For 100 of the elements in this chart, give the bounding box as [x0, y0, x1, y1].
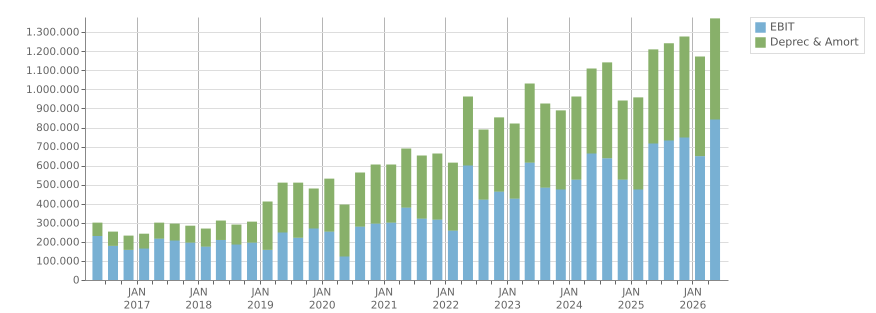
bar: [340, 256, 350, 280]
bar: [478, 129, 489, 200]
bar: [231, 224, 242, 245]
x-tick-label: JAN 2018: [185, 286, 212, 312]
bar: [370, 164, 381, 224]
bar: [185, 226, 196, 243]
bar: [200, 228, 211, 247]
legend-label: Deprec & Amort: [770, 36, 860, 48]
bar: [571, 180, 582, 280]
bar: [262, 250, 273, 280]
bar: [494, 117, 504, 192]
legend-label: EBIT: [770, 20, 795, 34]
bar: [386, 164, 396, 223]
bar: [386, 222, 396, 280]
bar: [401, 148, 412, 208]
bar: [556, 110, 566, 190]
y-tick-label: 600.000: [36, 160, 80, 172]
bar: [124, 236, 134, 250]
bar: [510, 124, 520, 199]
bar: [170, 224, 180, 241]
bar: [524, 84, 535, 163]
bar: [355, 226, 366, 280]
bar: [633, 189, 644, 280]
bar: [308, 188, 319, 229]
x-tick-label: JAN 2019: [247, 286, 274, 312]
bar: [540, 104, 550, 188]
x-tick-label: JAN 2025: [618, 286, 645, 312]
bar: [293, 182, 304, 238]
bar: [278, 232, 288, 280]
bar: [92, 222, 102, 236]
bar: [710, 120, 720, 280]
bar: [355, 172, 366, 227]
bar: [710, 18, 720, 120]
y-tick-label: 300.000: [36, 217, 80, 230]
bar: [448, 230, 458, 280]
bar: [602, 62, 612, 158]
bar: [170, 240, 180, 280]
y-tick-label: 100.000: [36, 255, 80, 268]
y-tick-label: 1.000.000: [26, 84, 80, 96]
y-tick-label: 1.200.000: [26, 46, 80, 58]
x-tick-label: JAN 2026: [680, 286, 707, 312]
bar: [679, 36, 690, 138]
x-tick-label: JAN 2017: [124, 286, 150, 312]
bar: [478, 200, 489, 280]
bar: [586, 153, 597, 280]
bar: [556, 189, 566, 280]
x-tick-label: JAN 2020: [308, 286, 336, 312]
y-tick-label: 700.000: [36, 141, 80, 154]
bar: [586, 68, 597, 154]
bar: [448, 162, 458, 231]
bar: [648, 49, 658, 144]
bar: [247, 222, 258, 243]
bar: [216, 220, 226, 240]
bar: [462, 165, 473, 280]
bar: [416, 156, 427, 219]
bar: [633, 97, 644, 190]
x-tick-label: JAN 2024: [556, 286, 583, 312]
bar: [494, 192, 504, 280]
bar: [231, 244, 242, 280]
y-tick-label: 800.000: [36, 122, 80, 134]
bar: [124, 250, 134, 280]
x-tick-label: JAN 2022: [432, 286, 460, 312]
y-tick-label: 400.000: [36, 198, 80, 210]
bar: [154, 238, 164, 280]
x-tick-label: JAN 2021: [370, 286, 398, 312]
bar: [154, 222, 164, 239]
bar: [139, 248, 150, 280]
bar: [262, 201, 273, 250]
bar: [185, 242, 196, 280]
bar: [108, 232, 118, 246]
y-tick-label: 500.000: [36, 179, 80, 192]
bar: [648, 144, 658, 280]
bar: [664, 140, 674, 280]
bar: [432, 153, 442, 220]
bar: [540, 188, 550, 280]
y-tick-label: 1.300.000: [26, 26, 80, 39]
bar: [524, 162, 535, 280]
x-tick-label: JAN 2023: [494, 286, 521, 312]
bar: [664, 43, 674, 140]
bar: [679, 137, 690, 280]
bar: [247, 242, 258, 280]
bar: [695, 156, 705, 280]
bar: [108, 246, 118, 280]
bar: [618, 180, 628, 280]
bar: [278, 182, 288, 233]
bar: [216, 240, 226, 280]
y-tick-label: 1.100.000: [26, 64, 80, 77]
bar: [602, 158, 612, 280]
bar: [401, 208, 412, 280]
bar: [510, 198, 520, 280]
bar: [340, 204, 350, 257]
bar: [432, 220, 442, 280]
bar: [571, 96, 582, 180]
bar: [200, 246, 211, 280]
bar: [308, 228, 319, 280]
bar: [618, 100, 628, 180]
y-tick-label: 0: [72, 274, 80, 286]
bar: [695, 56, 705, 156]
bar: [293, 238, 304, 280]
bar: [416, 218, 427, 280]
